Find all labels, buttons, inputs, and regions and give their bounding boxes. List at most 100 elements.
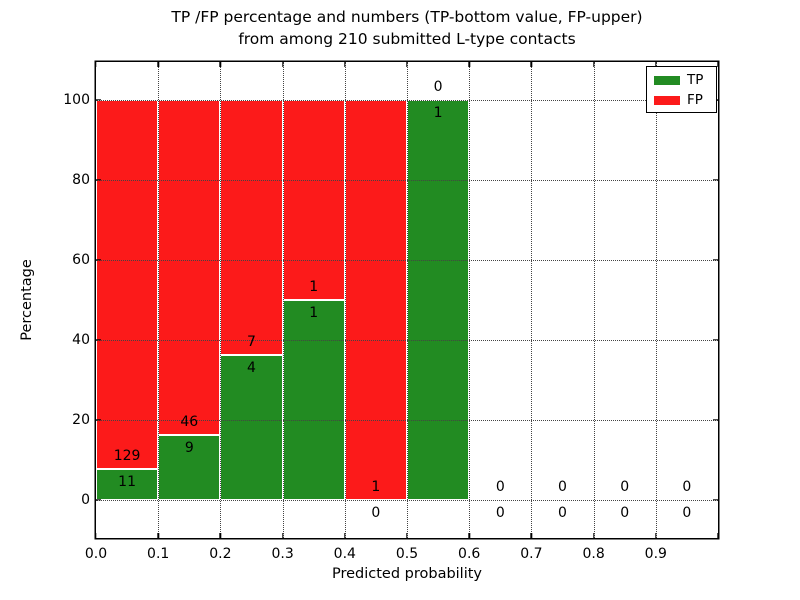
bar-segment-tp bbox=[220, 354, 283, 500]
gridline-vertical bbox=[531, 62, 533, 538]
legend-item-fp: FP bbox=[654, 93, 709, 107]
tp-count-label: 4 bbox=[247, 359, 256, 376]
y-tick-label: 40 bbox=[72, 332, 90, 348]
x-tick-label: 0.5 bbox=[395, 546, 419, 562]
x-tick-mark bbox=[592, 533, 595, 538]
x-tick-label: 0.9 bbox=[644, 546, 667, 562]
gridline-vertical bbox=[344, 62, 346, 538]
y-tick-label: 20 bbox=[72, 412, 90, 428]
fp-legend-swatch-icon bbox=[654, 95, 680, 105]
x-tick-label: 0.8 bbox=[582, 546, 605, 562]
x-tick-mark bbox=[281, 533, 284, 538]
bar-segment-tp bbox=[96, 468, 159, 500]
fp-count-label: 46 bbox=[180, 413, 199, 430]
y-tick-mark-right bbox=[713, 339, 718, 341]
tp-count-label: 1 bbox=[309, 305, 319, 321]
fp-count-label: 0 bbox=[495, 479, 505, 495]
x-tick-mark bbox=[530, 533, 533, 538]
tp-count-label: 0 bbox=[682, 505, 692, 521]
fp-count-label: 129 bbox=[113, 447, 141, 464]
x-tick-label: 0.0 bbox=[84, 546, 108, 562]
bar-segment-fp bbox=[158, 100, 221, 435]
gridline-vertical bbox=[469, 62, 471, 538]
x-tick-mark-top bbox=[655, 62, 657, 67]
y-tick-mark-right bbox=[713, 499, 718, 501]
y-tick-mark bbox=[96, 179, 101, 181]
x-tick-mark bbox=[406, 533, 408, 538]
y-tick-label: 80 bbox=[72, 172, 90, 188]
y-tick-mark bbox=[96, 499, 101, 501]
y-tick-label: 0 bbox=[81, 492, 90, 508]
gridline-vertical bbox=[282, 62, 284, 538]
x-tick-label: 0.7 bbox=[520, 546, 543, 562]
legend-item-tp: TP bbox=[654, 73, 709, 87]
fp-count-label: 0 bbox=[682, 479, 692, 495]
x-axis-label: Predicted probability bbox=[331, 566, 483, 582]
gridline-vertical bbox=[593, 62, 595, 538]
x-tick-mark bbox=[219, 533, 222, 538]
chart-title: TP /FP percentage and numbers (TP-bottom… bbox=[96, 6, 718, 50]
chart-title-line2: from among 210 submitted L-type contacts bbox=[238, 30, 576, 48]
fp-count-label: 0 bbox=[433, 79, 443, 95]
tp-count-label: 0 bbox=[371, 505, 381, 521]
tp-count-label: 1 bbox=[433, 105, 443, 121]
x-tick-mark-top bbox=[344, 62, 346, 67]
x-tick-mark-top bbox=[468, 62, 470, 67]
x-tick-label: 0.2 bbox=[209, 546, 232, 562]
x-tick-label: 0.4 bbox=[333, 546, 356, 562]
y-axis-label: Percentage bbox=[19, 259, 35, 341]
x-tick-mark bbox=[95, 533, 97, 538]
x-tick-mark-top bbox=[157, 62, 159, 67]
tp-legend-label: TP bbox=[687, 72, 704, 88]
bar-segment-fp bbox=[282, 100, 345, 300]
y-tick-mark bbox=[96, 99, 101, 101]
x-tick-mark bbox=[344, 533, 346, 538]
x-tick-mark bbox=[717, 533, 719, 538]
fp-count-label: 0 bbox=[558, 479, 567, 495]
x-tick-mark-top bbox=[592, 62, 595, 67]
bar-segment-tp bbox=[407, 100, 470, 500]
x-tick-mark-top bbox=[406, 62, 408, 67]
fp-count-label: 7 bbox=[247, 333, 256, 350]
y-tick-mark bbox=[96, 419, 101, 421]
y-tick-mark bbox=[96, 339, 101, 341]
y-tick-label: 60 bbox=[72, 252, 90, 268]
y-tick-mark-right bbox=[713, 419, 718, 421]
fp-legend-label: FP bbox=[687, 92, 703, 108]
bar-segment-fp bbox=[96, 100, 159, 469]
y-tick-mark-right bbox=[713, 179, 718, 181]
tp-count-label: 0 bbox=[495, 505, 505, 521]
bar-segment-tp bbox=[158, 434, 221, 500]
gridline-vertical bbox=[655, 62, 657, 538]
y-tick-mark bbox=[96, 259, 101, 261]
x-tick-mark bbox=[655, 533, 657, 538]
gridline-vertical bbox=[407, 62, 408, 538]
x-tick-label: 0.3 bbox=[271, 546, 294, 562]
fp-count-label: 1 bbox=[371, 479, 381, 495]
x-tick-mark bbox=[157, 533, 159, 538]
legend: TP FP bbox=[646, 66, 717, 113]
chart-title-line1: TP /FP percentage and numbers (TP-bottom… bbox=[171, 8, 643, 26]
x-tick-mark-top bbox=[219, 62, 222, 67]
tp-legend-swatch-icon bbox=[654, 75, 680, 85]
gridline-vertical bbox=[220, 62, 222, 538]
fp-count-label: 1 bbox=[309, 279, 319, 295]
gridline-vertical bbox=[158, 62, 160, 538]
x-tick-label: 0.6 bbox=[458, 546, 481, 562]
fp-count-label: 0 bbox=[620, 479, 630, 495]
y-tick-label: 100 bbox=[63, 92, 90, 108]
tp-count-label: 0 bbox=[620, 505, 630, 521]
tp-count-label: 11 bbox=[118, 473, 137, 490]
y-tick-mark-right bbox=[713, 259, 718, 261]
bar-segment-tp bbox=[282, 300, 345, 500]
tp-count-label: 9 bbox=[184, 439, 194, 456]
x-tick-mark-top bbox=[717, 62, 719, 67]
x-tick-mark bbox=[468, 533, 470, 538]
x-tick-label: 0.1 bbox=[147, 546, 170, 562]
x-tick-mark-top bbox=[530, 62, 533, 67]
bar-segment-fp bbox=[344, 100, 407, 500]
x-tick-mark-top bbox=[95, 62, 97, 67]
tp-count-label: 0 bbox=[558, 505, 567, 521]
x-tick-mark-top bbox=[281, 62, 284, 67]
